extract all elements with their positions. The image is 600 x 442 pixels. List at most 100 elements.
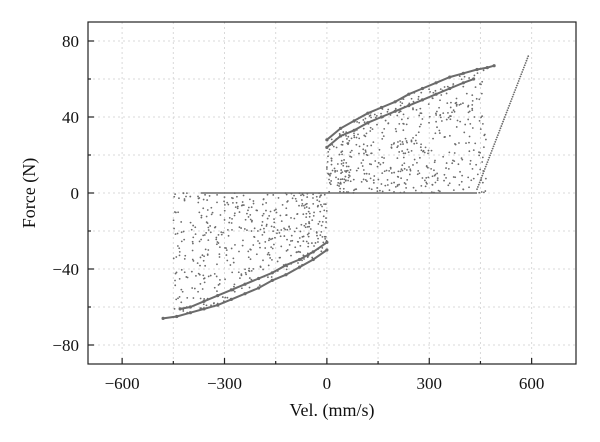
data-point — [340, 151, 343, 154]
data-point — [308, 221, 310, 223]
x-tick-labels: −600 −300 0 300 600 — [105, 374, 545, 393]
data-point — [319, 234, 322, 237]
data-point — [305, 212, 308, 215]
data-point — [447, 184, 450, 187]
data-point — [427, 103, 430, 106]
data-point — [262, 259, 264, 262]
data-point — [425, 181, 428, 184]
data-point — [216, 290, 218, 293]
data-point — [370, 163, 373, 166]
x-axis-title: Vel. (mm/s) — [290, 400, 375, 421]
data-point — [376, 187, 379, 189]
data-point — [226, 259, 229, 262]
data-point — [381, 131, 384, 134]
data-point — [447, 116, 450, 119]
data-point — [286, 248, 289, 251]
data-point — [310, 242, 313, 244]
x-tick-label: −300 — [207, 374, 242, 393]
data-point — [283, 235, 286, 237]
data-point — [321, 220, 324, 223]
data-point — [233, 285, 235, 288]
data-point — [268, 254, 271, 256]
data-point — [205, 304, 208, 307]
data-point — [468, 110, 471, 113]
data-point — [206, 254, 209, 256]
data-point — [234, 243, 236, 246]
data-point — [384, 119, 387, 122]
data-point — [230, 247, 233, 250]
data-point — [303, 224, 306, 227]
data-point — [345, 171, 348, 173]
data-point — [395, 130, 398, 133]
data-point — [402, 152, 405, 155]
data-point — [250, 206, 253, 209]
data-point — [204, 193, 206, 196]
data-point — [209, 231, 212, 234]
data-point — [172, 219, 175, 222]
x-tick-label: −600 — [105, 374, 140, 393]
data-point — [313, 245, 315, 247]
data-point — [289, 228, 291, 230]
data-point — [230, 196, 233, 199]
data-point — [323, 235, 326, 238]
data-point — [191, 249, 194, 252]
data-point — [318, 196, 321, 198]
data-point — [353, 120, 356, 123]
data-point — [275, 211, 278, 214]
data-point — [334, 170, 336, 173]
data-point — [335, 146, 338, 149]
data-point — [483, 170, 485, 173]
data-point — [188, 311, 192, 315]
data-point — [247, 206, 250, 209]
data-point — [196, 262, 199, 265]
data-point — [325, 239, 328, 242]
data-point — [265, 209, 267, 212]
data-point — [522, 68, 524, 71]
data-point — [432, 191, 435, 194]
data-point — [340, 143, 343, 146]
data-point — [373, 109, 376, 112]
data-point — [490, 149, 493, 152]
data-point — [418, 125, 421, 128]
data-point — [367, 122, 370, 125]
x-tick-label: 0 — [323, 374, 332, 393]
data-point — [387, 108, 390, 111]
hysteresis-band-edge — [179, 241, 328, 310]
data-point — [381, 190, 384, 193]
data-point — [424, 185, 427, 188]
data-point — [448, 86, 452, 91]
data-point — [353, 189, 355, 192]
data-point — [186, 276, 189, 279]
data-point — [307, 235, 310, 238]
data-point — [381, 138, 384, 140]
data-point — [462, 188, 465, 191]
data-point — [272, 194, 275, 196]
data-point — [388, 189, 391, 192]
data-point — [350, 137, 353, 140]
data-point — [243, 228, 246, 230]
data-point — [433, 161, 436, 164]
data-point — [393, 191, 395, 193]
data-point — [471, 99, 474, 102]
data-point — [202, 259, 205, 262]
data-point — [224, 296, 227, 299]
data-point — [412, 164, 414, 166]
data-point — [519, 75, 522, 78]
data-point — [216, 302, 219, 305]
data-point — [312, 202, 315, 205]
data-point — [273, 226, 276, 228]
data-point — [453, 160, 456, 162]
data-point — [251, 219, 253, 222]
data-point — [396, 146, 399, 149]
data-point — [463, 131, 466, 134]
data-point — [214, 225, 217, 228]
data-point — [516, 84, 518, 87]
data-point — [252, 202, 255, 205]
data-point — [401, 169, 404, 172]
data-point — [227, 203, 230, 206]
data-point — [430, 149, 433, 152]
data-point — [241, 201, 244, 203]
data-point — [346, 169, 349, 172]
data-point — [492, 145, 495, 148]
grid — [88, 22, 576, 364]
